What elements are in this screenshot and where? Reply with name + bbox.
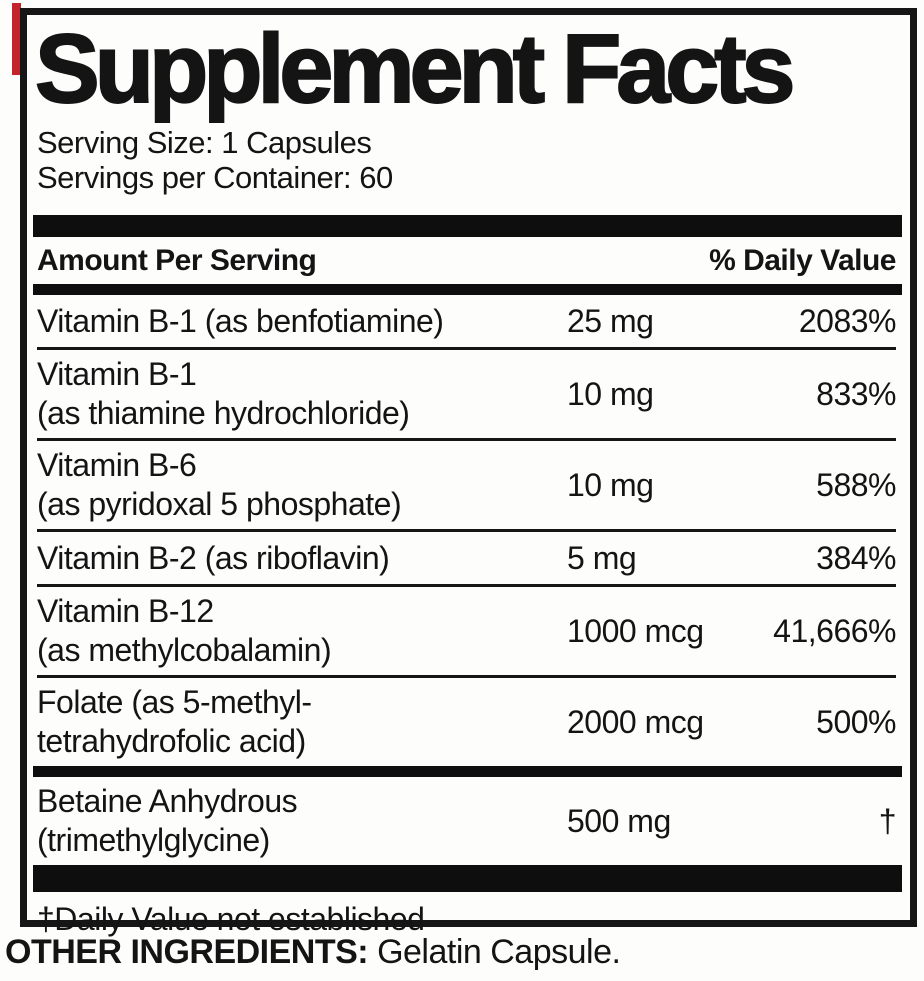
nutrient-name-line2: (trimethylglycine) bbox=[37, 822, 270, 858]
dagger-symbol: † bbox=[878, 802, 897, 839]
nutrient-name-line2: (as thiamine hydrochloride) bbox=[37, 395, 410, 431]
nutrient-name-line1: Betaine Anhydrous bbox=[37, 783, 298, 819]
amount-per-serving-header: Amount Per Serving bbox=[37, 243, 317, 277]
nutrient-name-line2: tetrahydrofolic acid) bbox=[37, 723, 306, 759]
divider-bar-medium bbox=[33, 766, 902, 777]
nutrient-daily-value: 588% bbox=[816, 466, 896, 503]
other-ingredients-label: OTHER INGREDIENTS: bbox=[5, 933, 369, 971]
nutrient-name-line1: Vitamin B-12 bbox=[37, 593, 214, 629]
divider-bar-thick-bottom bbox=[33, 865, 902, 892]
servings-per-container-text: Servings per Container: 60 bbox=[37, 160, 393, 195]
nutrient-name: Vitamin B-2 (as riboflavin) bbox=[37, 539, 567, 578]
nutrient-daily-value: 2083% bbox=[798, 302, 897, 339]
panel-title: Supplement Facts bbox=[34, 14, 796, 123]
nutrient-name-line1: Vitamin B-6 bbox=[37, 447, 197, 483]
nutrient-name: Betaine Anhydrous (trimethylglycine) bbox=[37, 782, 567, 860]
nutrient-amount: 500 mg bbox=[567, 802, 671, 839]
daily-value-header: % Daily Value bbox=[709, 243, 896, 277]
table-row-vitamin-b12: Vitamin B-12 (as methylcobalamin) 1000 m… bbox=[37, 584, 897, 675]
nutrient-amount: 10 mg bbox=[567, 375, 654, 412]
nutrient-daily-value: 384% bbox=[816, 539, 896, 576]
supplement-facts-panel: Supplement Facts Serving Size: 1 Capsule… bbox=[20, 8, 917, 937]
nutrient-amount: 2000 mcg bbox=[567, 703, 704, 740]
other-ingredients-value: Gelatin Capsule. bbox=[377, 933, 621, 971]
nutrient-amount: 1000 mcg bbox=[567, 612, 704, 649]
nutrient-name: Vitamin B-1 (as benfotiamine) bbox=[37, 302, 567, 341]
divider-bar-thick-top bbox=[33, 215, 902, 237]
table-row-vitamin-b1-thiamine: Vitamin B-1 (as thiamine hydrochloride) … bbox=[37, 347, 897, 438]
daily-value-footnote: †Daily Value not established bbox=[37, 901, 425, 937]
nutrient-name-line2: (as methylcobalamin) bbox=[37, 632, 332, 668]
table-row-betaine-anhydrous: Betaine Anhydrous (trimethylglycine) 500… bbox=[37, 777, 897, 865]
serving-size-text: Serving Size: 1 Capsules bbox=[37, 125, 372, 160]
table-header-row: Amount Per Serving % Daily Value bbox=[37, 237, 896, 284]
divider-bar-medium bbox=[33, 284, 902, 295]
nutrient-name-line1: Vitamin B-2 (as riboflavin) bbox=[37, 539, 390, 576]
red-accent-stripe bbox=[12, 3, 21, 75]
nutrient-name-line1: Vitamin B-1 (as benfotiamine) bbox=[37, 302, 444, 339]
nutrient-daily-value: 500% bbox=[816, 703, 896, 740]
nutrient-name-line1: Folate (as 5-methyl- bbox=[37, 684, 312, 720]
nutrient-name-line1: Vitamin B-1 bbox=[37, 356, 197, 392]
other-ingredients: OTHER INGREDIENTS: Gelatin Capsule. bbox=[5, 933, 621, 972]
nutrient-amount: 10 mg bbox=[567, 466, 654, 503]
nutrient-amount: 25 mg bbox=[567, 302, 654, 339]
nutrient-name: Vitamin B-12 (as methylcobalamin) bbox=[37, 592, 567, 670]
nutrient-daily-value: 41,666% bbox=[773, 612, 896, 649]
nutrient-amount: 5 mg bbox=[567, 539, 637, 576]
nutrient-name: Folate (as 5-methyl- tetrahydrofolic aci… bbox=[37, 683, 567, 761]
nutrient-name: Vitamin B-1 (as thiamine hydrochloride) bbox=[37, 355, 567, 433]
nutrient-name-line2: (as pyridoxal 5 phosphate) bbox=[37, 486, 402, 522]
table-row-vitamin-b6: Vitamin B-6 (as pyridoxal 5 phosphate) 1… bbox=[37, 438, 897, 529]
table-row-folate: Folate (as 5-methyl- tetrahydrofolic aci… bbox=[37, 675, 897, 766]
table-row-vitamin-b1-benfotiamine: Vitamin B-1 (as benfotiamine) 25 mg 2083… bbox=[37, 295, 897, 347]
table-row-vitamin-b2: Vitamin B-2 (as riboflavin) 5 mg 384% bbox=[37, 529, 897, 584]
nutrient-name: Vitamin B-6 (as pyridoxal 5 phosphate) bbox=[37, 446, 567, 524]
nutrient-daily-value: 833% bbox=[816, 375, 896, 412]
